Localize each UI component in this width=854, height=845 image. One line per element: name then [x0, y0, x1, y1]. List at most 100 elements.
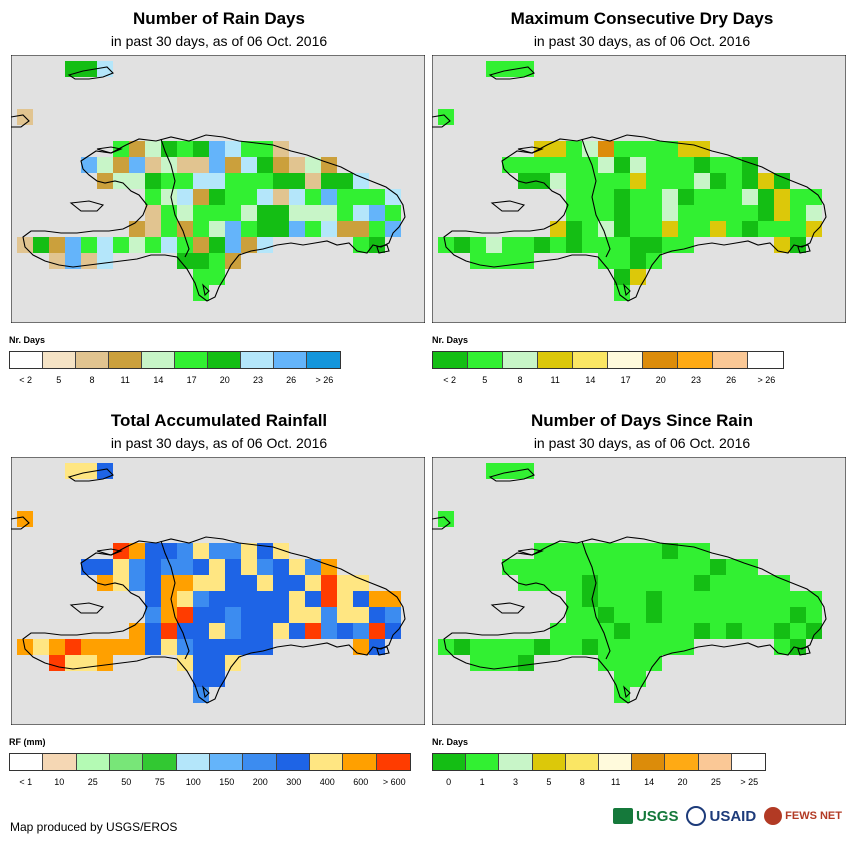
legend-labels: < 2 5 8 11 14 17 20 23 26 > 26 — [432, 375, 784, 387]
grid-cell — [65, 639, 81, 655]
inagua-outline — [432, 114, 451, 128]
legend-swatch — [538, 352, 573, 368]
grid-cell — [193, 671, 209, 687]
map-days-since-rain — [432, 457, 846, 725]
legend-labels: < 1 10 25 50 75 100 150 200 300 400 600 > 600 — [9, 777, 411, 789]
grid-cell — [97, 237, 113, 253]
grid-cell — [630, 655, 646, 671]
grid-cell — [502, 61, 518, 77]
grid-cell — [742, 559, 758, 575]
gonave-outline — [490, 200, 526, 212]
grid-cell — [646, 559, 662, 575]
grid-cell — [614, 205, 630, 221]
grid-cell — [209, 543, 225, 559]
grid-cell — [598, 189, 614, 205]
legend-label: 5 — [56, 375, 62, 385]
grid-cell — [225, 189, 241, 205]
grid-cell — [742, 591, 758, 607]
fews-net-logo: FEWS NET — [764, 807, 842, 825]
gonave-outline — [69, 602, 105, 614]
country-border — [581, 540, 611, 660]
grid-cell — [289, 623, 305, 639]
grid-cell — [678, 221, 694, 237]
panel-title: Number of Rain Days — [133, 9, 305, 28]
legend-color-bar — [9, 753, 411, 771]
grid-cell — [305, 205, 321, 221]
turks-caicos-outline — [67, 66, 114, 80]
grid-cell — [273, 189, 289, 205]
grid-cell — [305, 575, 321, 591]
grid-cell — [209, 189, 225, 205]
grid-cell — [273, 173, 289, 189]
grid-cell — [550, 173, 566, 189]
grid-cell — [598, 253, 614, 269]
turks-caicos-outline — [488, 66, 535, 80]
grid-cell — [193, 157, 209, 173]
legend-swatch — [466, 754, 500, 770]
grid-cell — [273, 543, 289, 559]
grid-cell — [193, 607, 209, 623]
grid-cell — [321, 221, 337, 237]
grid-cell — [774, 173, 790, 189]
country-border — [581, 138, 611, 258]
grid-cell — [742, 575, 758, 591]
grid-cell — [225, 623, 241, 639]
island-outline — [443, 536, 827, 704]
grid-cell — [550, 543, 566, 559]
grid-cell — [33, 639, 49, 655]
grid-cell — [710, 591, 726, 607]
grid-cell — [177, 655, 193, 671]
grid-cell — [305, 559, 321, 575]
usaid-logo: USAID — [686, 806, 756, 826]
legend-swatch — [731, 754, 766, 770]
grid-cell — [369, 639, 385, 655]
grid-cell — [161, 623, 177, 639]
panel-max-dry-days: Maximum Consecutive Dry Days in past 30 … — [432, 8, 852, 408]
grid-cell — [353, 205, 369, 221]
legend-label: 5 — [546, 777, 552, 787]
grid-cell — [550, 157, 566, 173]
grid-cell — [177, 543, 193, 559]
grid-cell — [566, 157, 582, 173]
legend-label: 3 — [512, 777, 519, 787]
grid-cell — [337, 205, 353, 221]
grid-cell — [177, 639, 193, 655]
grid-cell — [630, 639, 646, 655]
grid-cell — [678, 205, 694, 221]
saona-outline — [376, 244, 390, 254]
grid-cell — [289, 221, 305, 237]
grid-cell — [289, 607, 305, 623]
grid-cell — [209, 269, 225, 285]
legend-label: 300 — [286, 777, 302, 787]
grid-cell — [678, 639, 694, 655]
grid-cell — [598, 575, 614, 591]
grid-cell — [161, 205, 177, 221]
grid-cell — [630, 205, 646, 221]
grid-cell — [209, 205, 225, 221]
grid-cell — [502, 253, 518, 269]
grid-cell — [614, 253, 630, 269]
grid-cell — [614, 141, 630, 157]
legend-label: < 2 — [19, 375, 32, 385]
grid-cell — [470, 639, 486, 655]
grid-cell — [385, 189, 401, 205]
grid-cell — [289, 157, 305, 173]
grid-cell — [81, 157, 97, 173]
panel-total-rainfall: Total Accumulated Rainfall in past 30 da… — [9, 410, 429, 810]
grid-cell — [662, 559, 678, 575]
legend-total-rainfall: RF (mm) < 1 10 25 50 75 100 150 200 300 400 600 > 6… — [9, 735, 429, 795]
grid-cell — [193, 639, 209, 655]
grid-cell — [774, 205, 790, 221]
legend-swatch — [599, 754, 633, 770]
saona-outline — [797, 646, 811, 656]
grid-cell — [273, 575, 289, 591]
grid-cell — [678, 189, 694, 205]
legend-swatch — [208, 352, 241, 368]
legend-title: Nr. Days — [432, 335, 469, 345]
grid-cell — [177, 607, 193, 623]
grid-cell — [646, 591, 662, 607]
grid-cell — [806, 607, 822, 623]
panel-days-since-rain: Number of Days Since Rain in past 30 day… — [432, 410, 852, 810]
grid-cell — [566, 559, 582, 575]
grid-cell — [257, 623, 273, 639]
